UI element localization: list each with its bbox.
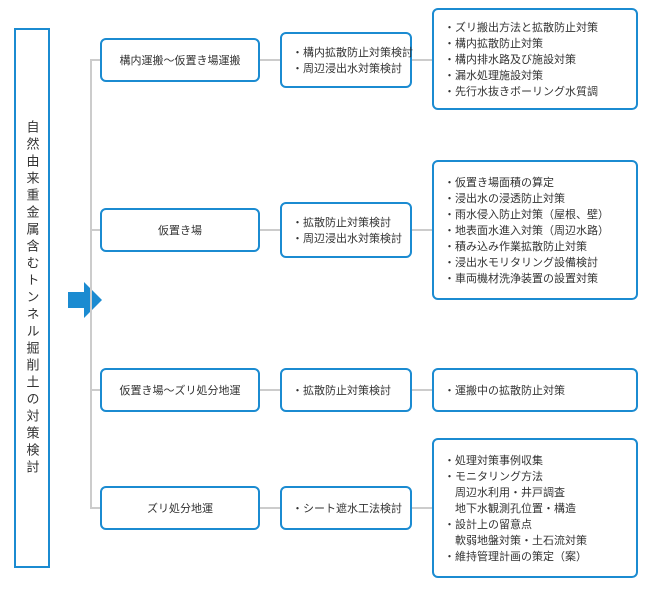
r1c3-l0: ・ズリ搬出方法と拡散防止対策 [444, 19, 598, 35]
node-r3-c1: 仮置き場～ズリ処分地運 [100, 368, 260, 412]
connector-r3-c [412, 389, 432, 391]
node-r2-c1-text: 仮置き場 [158, 222, 202, 238]
r1c2-l1: ・周辺浸出水対策検討 [292, 60, 402, 76]
r2c3-l4: ・積み込み作業拡散防止対策 [444, 238, 587, 254]
r3c2-l0: ・拡散防止対策検討 [292, 382, 391, 398]
r4c3-l1: ・モニタリング方法 [444, 468, 543, 484]
r2c3-l0: ・仮置き場面積の算定 [444, 174, 554, 190]
r1c3-l1: ・構内拡散防止対策 [444, 35, 543, 51]
r1c2-l0: ・構内拡散防止対策検討 [292, 44, 413, 60]
node-r2-c1: 仮置き場 [100, 208, 260, 252]
connector-trunk [90, 60, 92, 508]
r1c3-l4: ・先行水抜きボーリング水質調 [444, 83, 598, 99]
main-title-box: 自然由来重金属含むトンネル掘削土の対策検討 [14, 28, 50, 568]
r4c3-l5: 軟弱地盤対策・土石流対策 [444, 532, 587, 548]
node-r1-c3: ・ズリ搬出方法と拡散防止対策 ・構内拡散防止対策 ・構内排水路及び施設対策 ・漏… [432, 8, 638, 110]
r2c3-l5: ・浸出水モリタリング設備検討 [444, 254, 598, 270]
r2c2-l0: ・拡散防止対策検討 [292, 214, 391, 230]
r4c3-l4: ・設計上の留意点 [444, 516, 532, 532]
node-r3-c2: ・拡散防止対策検討 [280, 368, 412, 412]
node-r4-c1-text: ズリ処分地運 [147, 500, 213, 516]
r4c3-l3: 地下水観測孔位置・構造 [444, 500, 576, 516]
r4c3-l2: 周辺水利用・井戸調査 [444, 484, 565, 500]
connector-r3-b [260, 389, 280, 391]
connector-r1-c [412, 59, 432, 61]
connector-r2-c [412, 229, 432, 231]
r3c3-l0: ・運搬中の拡散防止対策 [444, 382, 565, 398]
node-r4-c1: ズリ処分地運 [100, 486, 260, 530]
r4c3-l0: ・処理対策事例収集 [444, 452, 543, 468]
node-r3-c3: ・運搬中の拡散防止対策 [432, 368, 638, 412]
connector-r4-b [260, 507, 280, 509]
connector-r4-c [412, 507, 432, 509]
node-r4-c3: ・処理対策事例収集 ・モニタリング方法 周辺水利用・井戸調査 地下水観測孔位置・… [432, 438, 638, 578]
node-r1-c2: ・構内拡散防止対策検討 ・周辺浸出水対策検討 [280, 32, 412, 88]
node-r2-c3: ・仮置き場面積の算定 ・浸出水の浸透防止対策 ・雨水侵入防止対策（屋根、壁） ・… [432, 160, 638, 300]
r1c3-l2: ・構内排水路及び施設対策 [444, 51, 576, 67]
r2c3-l6: ・車両機材洗浄装置の設置対策 [444, 270, 598, 286]
connector-r1-b [260, 59, 280, 61]
connector-r2-b [260, 229, 280, 231]
node-r1-c1: 構内運搬～仮置き場運搬 [100, 38, 260, 82]
node-r3-c1-text: 仮置き場～ズリ処分地運 [120, 382, 241, 398]
node-r4-c2: ・シート遮水工法検討 [280, 486, 412, 530]
main-title-text: 自然由来重金属含むトンネル掘削土の対策検討 [23, 120, 42, 477]
r4c3-l6: ・維持管理計画の策定（案） [444, 548, 587, 564]
r4c2-l0: ・シート遮水工法検討 [292, 500, 402, 516]
node-r2-c2: ・拡散防止対策検討 ・周辺浸出水対策検討 [280, 202, 412, 258]
r2c3-l2: ・雨水侵入防止対策（屋根、壁） [444, 206, 609, 222]
node-r1-c1-text: 構内運搬～仮置き場運搬 [120, 52, 241, 68]
flow-arrow [84, 282, 102, 318]
r2c3-l1: ・浸出水の浸透防止対策 [444, 190, 565, 206]
r1c3-l3: ・漏水処理施設対策 [444, 67, 543, 83]
r2c3-l3: ・地表面水進入対策（周辺水路） [444, 222, 609, 238]
r2c2-l1: ・周辺浸出水対策検討 [292, 230, 402, 246]
